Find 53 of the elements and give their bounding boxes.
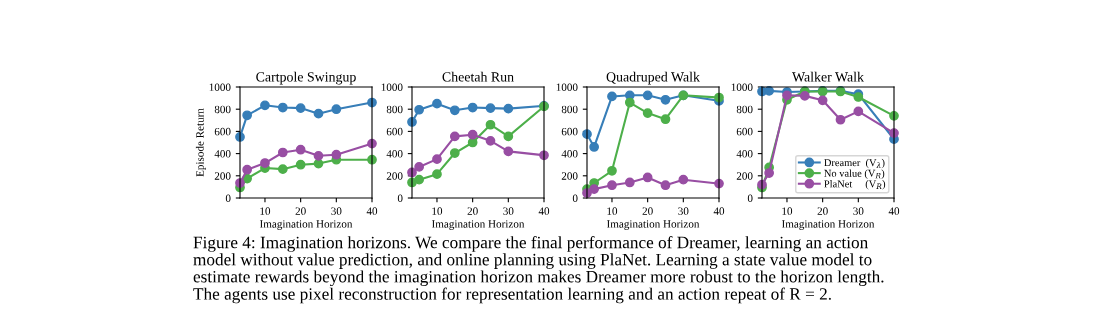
y-tick-label: 600 [561, 127, 578, 136]
x-axis-title: Imagination Horizon [259, 220, 353, 230]
y-tick-label: 400 [561, 150, 578, 158]
y-tick-label: 400 [736, 150, 753, 158]
y-tick-label: 800 [386, 105, 403, 114]
chart-title: Walker Walk [792, 71, 864, 82]
y-tick-label: 200 [561, 172, 578, 180]
x-tick-label: 30 [331, 207, 342, 215]
x-tick-label: 40 [366, 207, 378, 215]
x-axis-title: Imagination Horizon [781, 220, 875, 230]
y-tick-label: 200 [386, 172, 403, 180]
chart-title: Quadruped Walk [606, 71, 700, 85]
chart-title: Cartpole Swingup [256, 71, 356, 85]
x-tick-label: 40 [888, 207, 900, 215]
x-tick-label: 30 [503, 207, 514, 215]
x-tick-label: 10 [432, 207, 443, 215]
y-tick-label: 600 [736, 127, 753, 136]
x-tick-label: 10 [607, 207, 618, 215]
y-tick-label: 1000 [731, 83, 753, 91]
y-tick-label: 0 [397, 194, 403, 202]
y-tick-label: 0 [747, 194, 753, 202]
y-tick-label: 800 [736, 105, 753, 114]
x-tick-label: 10 [260, 207, 271, 215]
legend-label: No value (V$_{R}$) [824, 169, 885, 179]
x-tick-label: 30 [678, 207, 689, 215]
x-tick-label: 40 [713, 207, 725, 215]
x-tick-label: 20 [642, 207, 653, 215]
y-tick-label: 600 [214, 127, 231, 136]
y-tick-label: 1000 [381, 83, 403, 91]
x-axis-title: Imagination Horizon [431, 220, 525, 230]
caption: Figure 4: Imagination horizons. We compare the final performance of Dreamer, learning an action model without value prediction, and online planning using PlaNet. Learning a state value model to estimate rewards beyond the imagination horizon makes Dreamer more robust to the horizon length. The agents use pixel reconstruction for representation learning and an action repeat of R = 2. [193, 236, 884, 304]
legend-label: PlaNet (V$_{R}$) [824, 180, 886, 190]
x-tick-label: 20 [467, 207, 478, 215]
y-tick-label: 800 [214, 105, 231, 114]
y-tick-label: 1000 [556, 83, 578, 91]
y-tick-label: 400 [214, 150, 231, 158]
legend-label: Dreamer (V$_{λ}$) [824, 158, 885, 169]
x-tick-label: 20 [817, 207, 828, 215]
y-tick-label: 800 [561, 105, 578, 114]
y-tick-label: 200 [736, 172, 753, 180]
chart-title: Cheetah Run [442, 71, 514, 82]
y-tick-label: 600 [386, 127, 403, 136]
x-tick-label: 10 [782, 207, 793, 215]
x-tick-label: 40 [538, 207, 550, 215]
y-tick-label: 200 [214, 172, 231, 180]
x-tick-label: 30 [853, 207, 864, 215]
y-tick-label: 400 [386, 150, 403, 158]
y-tick-label: 0 [225, 194, 231, 202]
y-tick-label: 1000 [209, 83, 231, 91]
x-tick-label: 20 [295, 207, 306, 215]
x-axis-title: Imagination Horizon [606, 220, 700, 230]
y-axis-title: Episode Return [195, 108, 206, 177]
y-tick-label: 0 [572, 194, 578, 202]
